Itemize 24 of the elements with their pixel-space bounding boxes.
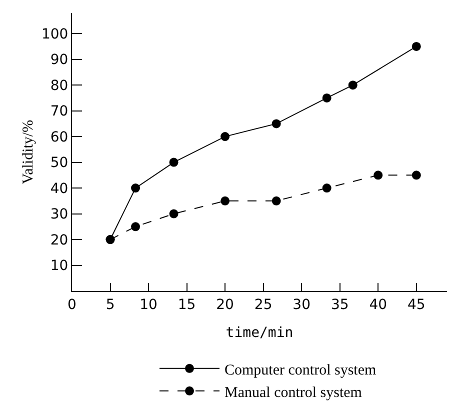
y-tick-label: 50 bbox=[50, 155, 68, 172]
legend-label: Computer control system bbox=[224, 362, 376, 378]
y-tick-label: 40 bbox=[50, 180, 68, 197]
legend-label: Manual control system bbox=[224, 384, 362, 401]
y-tick-label: 20 bbox=[50, 232, 68, 248]
y-tick-label: 10 bbox=[50, 258, 68, 274]
x-tick-label: 10 bbox=[140, 296, 158, 313]
x-tick-label: 15 bbox=[178, 296, 196, 313]
y-tick-label: 80 bbox=[50, 78, 68, 94]
x-tick-label: 0 bbox=[68, 296, 76, 313]
y-tick-label: 60 bbox=[50, 129, 68, 146]
x-tick-label: 25 bbox=[254, 296, 272, 313]
x-tick-label: 30 bbox=[292, 296, 311, 313]
x-tick-label: 40 bbox=[369, 296, 388, 313]
y-tick-label: 100 bbox=[41, 26, 68, 42]
y-tick-label: 30 bbox=[50, 206, 68, 223]
y-tick-label: 90 bbox=[50, 52, 68, 68]
x-tick-label: 35 bbox=[330, 296, 349, 313]
x-axis-title: time/min bbox=[226, 325, 294, 342]
x-tick-label: 45 bbox=[407, 296, 426, 313]
y-tick-label: 70 bbox=[50, 104, 68, 120]
y-axis-title: Validity/% bbox=[20, 120, 37, 184]
x-tick-label: 5 bbox=[106, 296, 115, 313]
x-tick-label: 20 bbox=[216, 296, 234, 313]
